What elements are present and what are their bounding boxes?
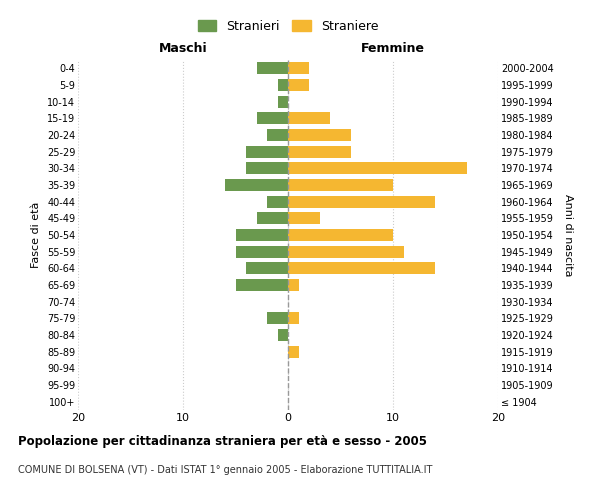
Bar [288,79,309,91]
Bar [257,212,288,224]
Y-axis label: Anni di nascita: Anni di nascita [563,194,573,276]
Bar [288,312,299,324]
Bar [267,312,288,324]
Bar [288,196,435,207]
Bar [267,129,288,141]
Bar [288,62,309,74]
Legend: Stranieri, Straniere: Stranieri, Straniere [194,16,382,37]
Bar [246,262,288,274]
Bar [288,129,351,141]
Bar [288,246,404,258]
Bar [288,146,351,158]
Text: COMUNE DI BOLSENA (VT) - Dati ISTAT 1° gennaio 2005 - Elaborazione TUTTITALIA.IT: COMUNE DI BOLSENA (VT) - Dati ISTAT 1° g… [18,465,433,475]
Text: Popolazione per cittadinanza straniera per età e sesso - 2005: Popolazione per cittadinanza straniera p… [18,435,427,448]
Bar [288,229,393,241]
Bar [257,62,288,74]
Bar [246,162,288,174]
Bar [277,329,288,341]
Bar [288,212,320,224]
Bar [277,79,288,91]
Bar [288,179,393,191]
Bar [288,112,330,124]
Bar [257,112,288,124]
Bar [288,262,435,274]
Bar [235,246,288,258]
Bar [235,229,288,241]
Bar [277,96,288,108]
Text: Femmine: Femmine [361,42,425,55]
Bar [288,162,467,174]
Bar [235,279,288,291]
Bar [225,179,288,191]
Bar [267,196,288,207]
Bar [288,279,299,291]
Bar [288,346,299,358]
Text: Maschi: Maschi [158,42,208,55]
Bar [246,146,288,158]
Y-axis label: Fasce di età: Fasce di età [31,202,41,268]
